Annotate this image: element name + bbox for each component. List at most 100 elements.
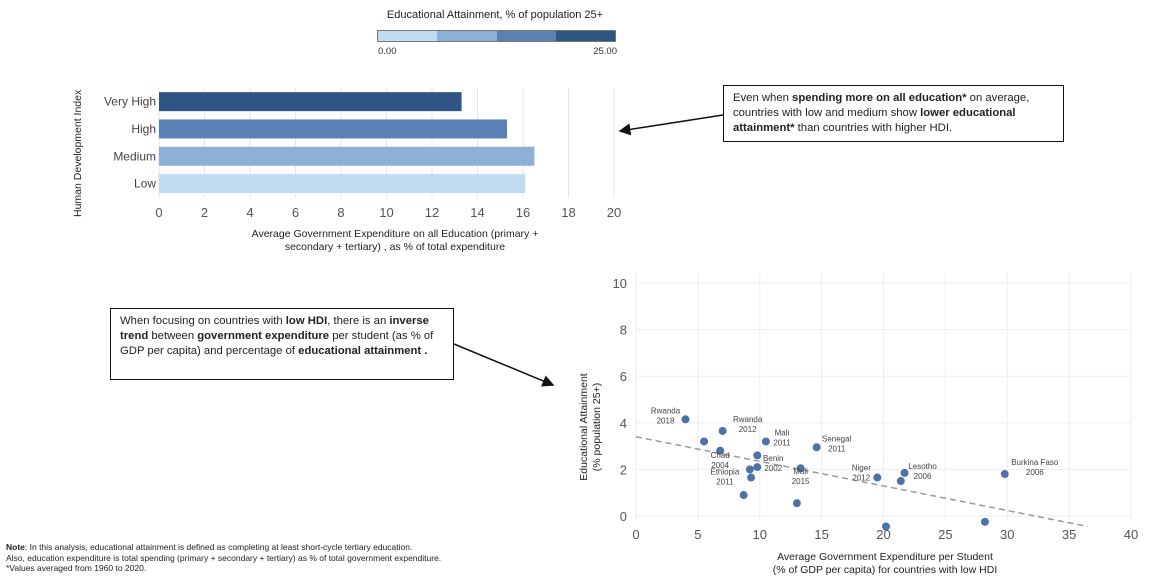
scatter-x-tick-label: 10 (753, 527, 767, 542)
scatter-x-tick-label: 30 (1000, 527, 1014, 542)
point-label-name: Mali (775, 428, 790, 437)
callout-top-text-1: Even when (733, 92, 793, 104)
bar-chart: 0 2 4 6 8 10 12 14 16 18 20 Very High High Medium Low (104, 88, 621, 220)
scatter-y-tick-label: 4 (620, 416, 627, 431)
scatter-y-tick-label: 8 (620, 323, 627, 338)
point-label-name: Chad (711, 451, 730, 460)
point-label-name: Senegal (822, 434, 852, 443)
scatter-x-axis-title-line1: Average Government Expenditure per Stude… (777, 551, 993, 563)
point-label-name: Benin (763, 454, 783, 463)
legend-title: Educational Attainment, % of population … (386, 9, 604, 21)
callout-mid-bold-2: inverse trend (120, 315, 429, 342)
footnote: Note: In this analysis, educational atta… (6, 542, 566, 574)
callout-top-bold-2: lower educational attainment* (733, 107, 1016, 134)
callout-mid-text-2: , there is an (327, 315, 390, 327)
scatter-y-tick-label: 6 (620, 369, 627, 384)
bar-x-tick-label: 4 (246, 205, 253, 220)
point-label-name: Rwanda (651, 406, 681, 415)
bar-x-tick-label: 20 (607, 205, 621, 220)
scatter-point (739, 491, 748, 500)
legend-swatch (437, 31, 497, 41)
scatter-point (792, 499, 801, 508)
bar (159, 174, 526, 194)
point-label-year: 2006 (914, 472, 932, 481)
scatter-point (745, 465, 754, 474)
scatter-point (980, 517, 989, 526)
bar-x-tick-label: 6 (292, 205, 299, 220)
point-label-name: Rwanda (733, 415, 763, 424)
callout-mid-bold-3: government expenditure (197, 330, 330, 342)
point-label-name: Mali (793, 467, 808, 476)
bar (159, 92, 462, 112)
scatter-point (796, 464, 805, 473)
bar-x-tick-label: 2 (201, 205, 208, 220)
bar-x-axis-title-line1: Average Government Expenditure on all Ed… (251, 228, 539, 240)
point-label-year: 2012 (852, 474, 870, 483)
note-bold: Note (6, 542, 25, 552)
scatter-point (812, 443, 821, 452)
bar-x-axis-title: Average Government Expenditure on all Ed… (200, 228, 590, 254)
scatter-x-tick-label: 25 (938, 527, 952, 542)
point-label-year: 2002 (764, 464, 782, 473)
point-label-year: 2004 (711, 461, 729, 470)
point-label-year: 2018 (657, 416, 675, 425)
bar (159, 146, 535, 166)
scatter-point (1000, 470, 1009, 479)
scatter-y-tick-label: 10 (613, 276, 627, 291)
bar (159, 119, 508, 139)
bar-category-label: Low (134, 177, 156, 191)
scatter-x-tick-label: 0 (632, 527, 639, 542)
callout-top-bold-1: spending more on all education* (792, 92, 967, 104)
scatter-x-tick-label: 40 (1124, 527, 1138, 542)
callout-mid-text-4: per student (as % of GDP per capita) and… (120, 330, 434, 357)
point-label-year: 2011 (716, 477, 734, 486)
legend-swatch (555, 31, 615, 41)
point-label-year: 2011 (773, 438, 791, 447)
scatter-point (747, 473, 756, 482)
bar-x-tick-label: 10 (379, 205, 393, 220)
point-label-year: 2012 (739, 425, 757, 434)
scatter-point (716, 446, 725, 455)
trend-line (635, 436, 1088, 528)
bar-category-label: Medium (113, 149, 156, 163)
bar-x-tick-label: 8 (337, 205, 344, 220)
legend-max-label: 25.00 (593, 46, 617, 57)
bar-x-axis-title-line2: secondary + tertiary) , as % of total ex… (284, 241, 506, 253)
scatter-point (753, 463, 762, 472)
bar-x-tick-label: 0 (155, 205, 162, 220)
scatter-x-axis-title: Average Government Expenditure per Stude… (720, 551, 1050, 577)
bar-category-label: Very High (104, 95, 156, 109)
legend-swatch (378, 31, 438, 41)
scatter-point (700, 437, 709, 446)
callout-mid-bold-1: low HDI (285, 315, 328, 327)
scatter-point (900, 468, 909, 477)
callout-mid-text-3: between (148, 330, 198, 342)
bar-x-tick-label: 12 (425, 205, 439, 220)
scatter-x-tick-label: 15 (814, 527, 828, 542)
bar-x-tick-label: 14 (470, 205, 484, 220)
arrow-mid (453, 343, 555, 387)
callout-top-text-2: on average, countries with low and mediu… (733, 92, 1030, 119)
scatter-y-tick-label: 2 (620, 462, 627, 477)
scatter-point (681, 415, 690, 424)
note-line1: : In this analysis, educational attainme… (24, 542, 413, 552)
bar-category-label: High (131, 122, 156, 136)
point-label-name: Lesotho (908, 462, 937, 471)
scatter-x-tick-label: 5 (694, 527, 701, 542)
color-legend (377, 30, 616, 42)
bar-x-tick-label: 18 (561, 205, 575, 220)
callout-top: Even when spending more on all education… (723, 85, 1064, 142)
callout-mid-text-1: When focusing on countries with (120, 315, 286, 327)
scatter-point (881, 522, 890, 531)
point-label-name: Burkina Faso (1011, 458, 1059, 467)
note-line3: *Values averaged from 1960 to 2020. (6, 563, 147, 573)
scatter-point (896, 477, 905, 486)
arrow-top (618, 114, 724, 136)
scatter-point (761, 437, 770, 446)
legend-swatch (496, 31, 556, 41)
scatter-y-tick-label: 0 (620, 509, 627, 524)
scatter-x-tick-label: 20 (876, 527, 890, 542)
point-label-year: 2011 (828, 444, 846, 453)
